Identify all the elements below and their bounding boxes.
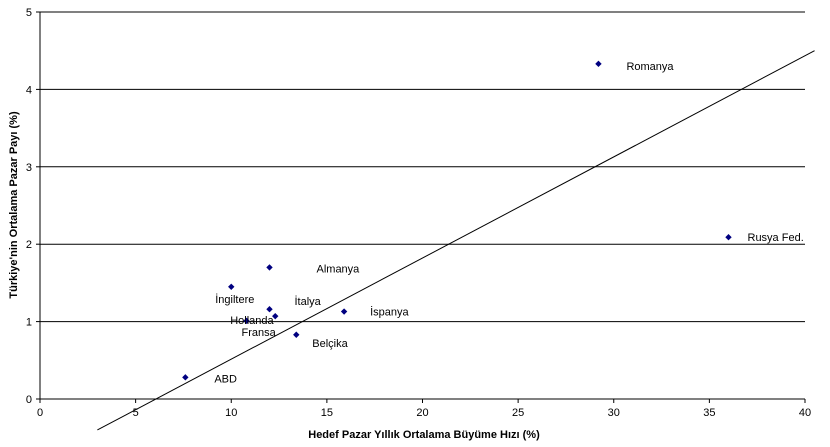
y-axis-title: Türkiye'nin Ortalama Pazar Payı (%) [8, 111, 20, 299]
point-label: Belçika [312, 338, 348, 350]
x-tick-label: 35 [703, 407, 715, 419]
x-tick-label: 30 [608, 407, 620, 419]
trendline [97, 50, 815, 431]
data-point [340, 308, 348, 315]
data-point [182, 374, 189, 381]
x-tick-label: 10 [225, 407, 237, 419]
x-tick-label: 5 [133, 407, 139, 419]
y-tick-label: 3 [26, 162, 32, 174]
point-label: ABD [214, 373, 237, 385]
data-point [266, 306, 273, 313]
point-labels: Romanya Rusya Fed. Almanya İngiltere İtalya H… [214, 61, 803, 385]
y-tick-label: 5 [26, 7, 32, 19]
x-tick-label: 40 [799, 407, 811, 419]
y-tick-label: 2 [26, 239, 32, 251]
x-tick-label: 15 [321, 407, 333, 419]
point-label: Rusya Fed. [748, 232, 804, 244]
x-tick-label: 25 [512, 407, 524, 419]
data-points [182, 60, 732, 381]
x-axis-title: Hedef Pazar Yıllık Ortalama Büyüme Hızı … [308, 429, 540, 441]
point-label: Romanya [626, 61, 674, 73]
data-point [266, 264, 273, 271]
axes: 0 1 2 3 4 5 0 5 10 15 20 25 30 35 40 [26, 7, 811, 419]
data-point [595, 60, 602, 68]
y-tick-label: 0 [26, 394, 32, 406]
point-label: Fransa [242, 327, 277, 339]
y-tick-label: 4 [26, 84, 32, 96]
data-point [293, 331, 300, 338]
point-label: İngiltere [215, 293, 254, 306]
gridlines [40, 11, 805, 323]
trendline-layer [97, 50, 815, 431]
x-tick-label: 20 [416, 407, 428, 419]
data-point [725, 234, 732, 241]
point-label: İtalya [295, 295, 322, 308]
data-point [228, 283, 235, 290]
x-tick-label: 0 [37, 407, 43, 419]
data-point [243, 317, 250, 325]
data-point [272, 312, 279, 320]
y-tick-label: 1 [26, 317, 32, 329]
point-label: İspanya [370, 306, 409, 319]
point-label: Almanya [317, 263, 361, 275]
point-label: Hollanda [230, 315, 274, 327]
